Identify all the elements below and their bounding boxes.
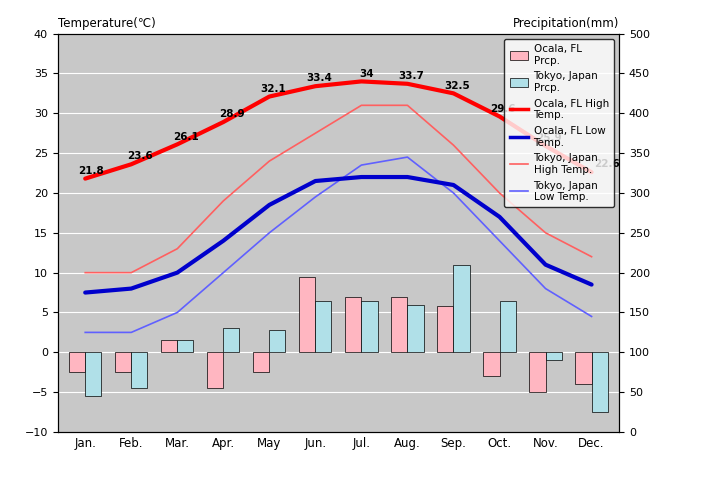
Bar (223, 328, 240, 352)
Bar (500, 300, 516, 352)
Text: 33.4: 33.4 (306, 73, 332, 84)
Text: 22.6: 22.6 (594, 159, 620, 169)
Text: Temperature(℃): Temperature(℃) (58, 17, 156, 30)
Bar (253, 352, 269, 372)
Bar (529, 352, 546, 392)
Bar (315, 300, 331, 352)
Bar (592, 352, 608, 412)
Bar (269, 330, 285, 352)
Bar (575, 352, 592, 384)
Bar (546, 352, 562, 360)
Text: 32.5: 32.5 (444, 81, 470, 91)
Bar (300, 276, 315, 352)
Text: 25.9: 25.9 (536, 133, 562, 143)
Bar (85, 352, 102, 396)
Bar (131, 352, 148, 388)
Bar (392, 297, 408, 352)
Bar (161, 340, 177, 352)
Legend: Ocala, FL
Prcp., Tokyo, Japan
Prcp., Ocala, FL High
Temp., Ocala, FL Low
Temp., : Ocala, FL Prcp., Tokyo, Japan Prcp., Oca… (505, 39, 614, 207)
Bar (361, 300, 377, 352)
Bar (346, 297, 361, 352)
Bar (177, 340, 194, 352)
Bar (115, 352, 131, 372)
Text: 33.7: 33.7 (398, 71, 424, 81)
Bar (437, 306, 454, 352)
Text: 28.9: 28.9 (219, 109, 244, 119)
Text: 34: 34 (359, 69, 374, 79)
Bar (454, 264, 469, 352)
Text: 23.6: 23.6 (127, 152, 153, 161)
Bar (69, 352, 85, 372)
Text: 26.1: 26.1 (173, 132, 199, 142)
Text: Precipitation(mm): Precipitation(mm) (513, 17, 619, 30)
Bar (408, 304, 423, 352)
Bar (483, 352, 500, 376)
Text: 21.8: 21.8 (78, 166, 104, 176)
Text: 32.1: 32.1 (260, 84, 286, 94)
Text: 29.6: 29.6 (490, 104, 516, 114)
Bar (207, 352, 223, 388)
